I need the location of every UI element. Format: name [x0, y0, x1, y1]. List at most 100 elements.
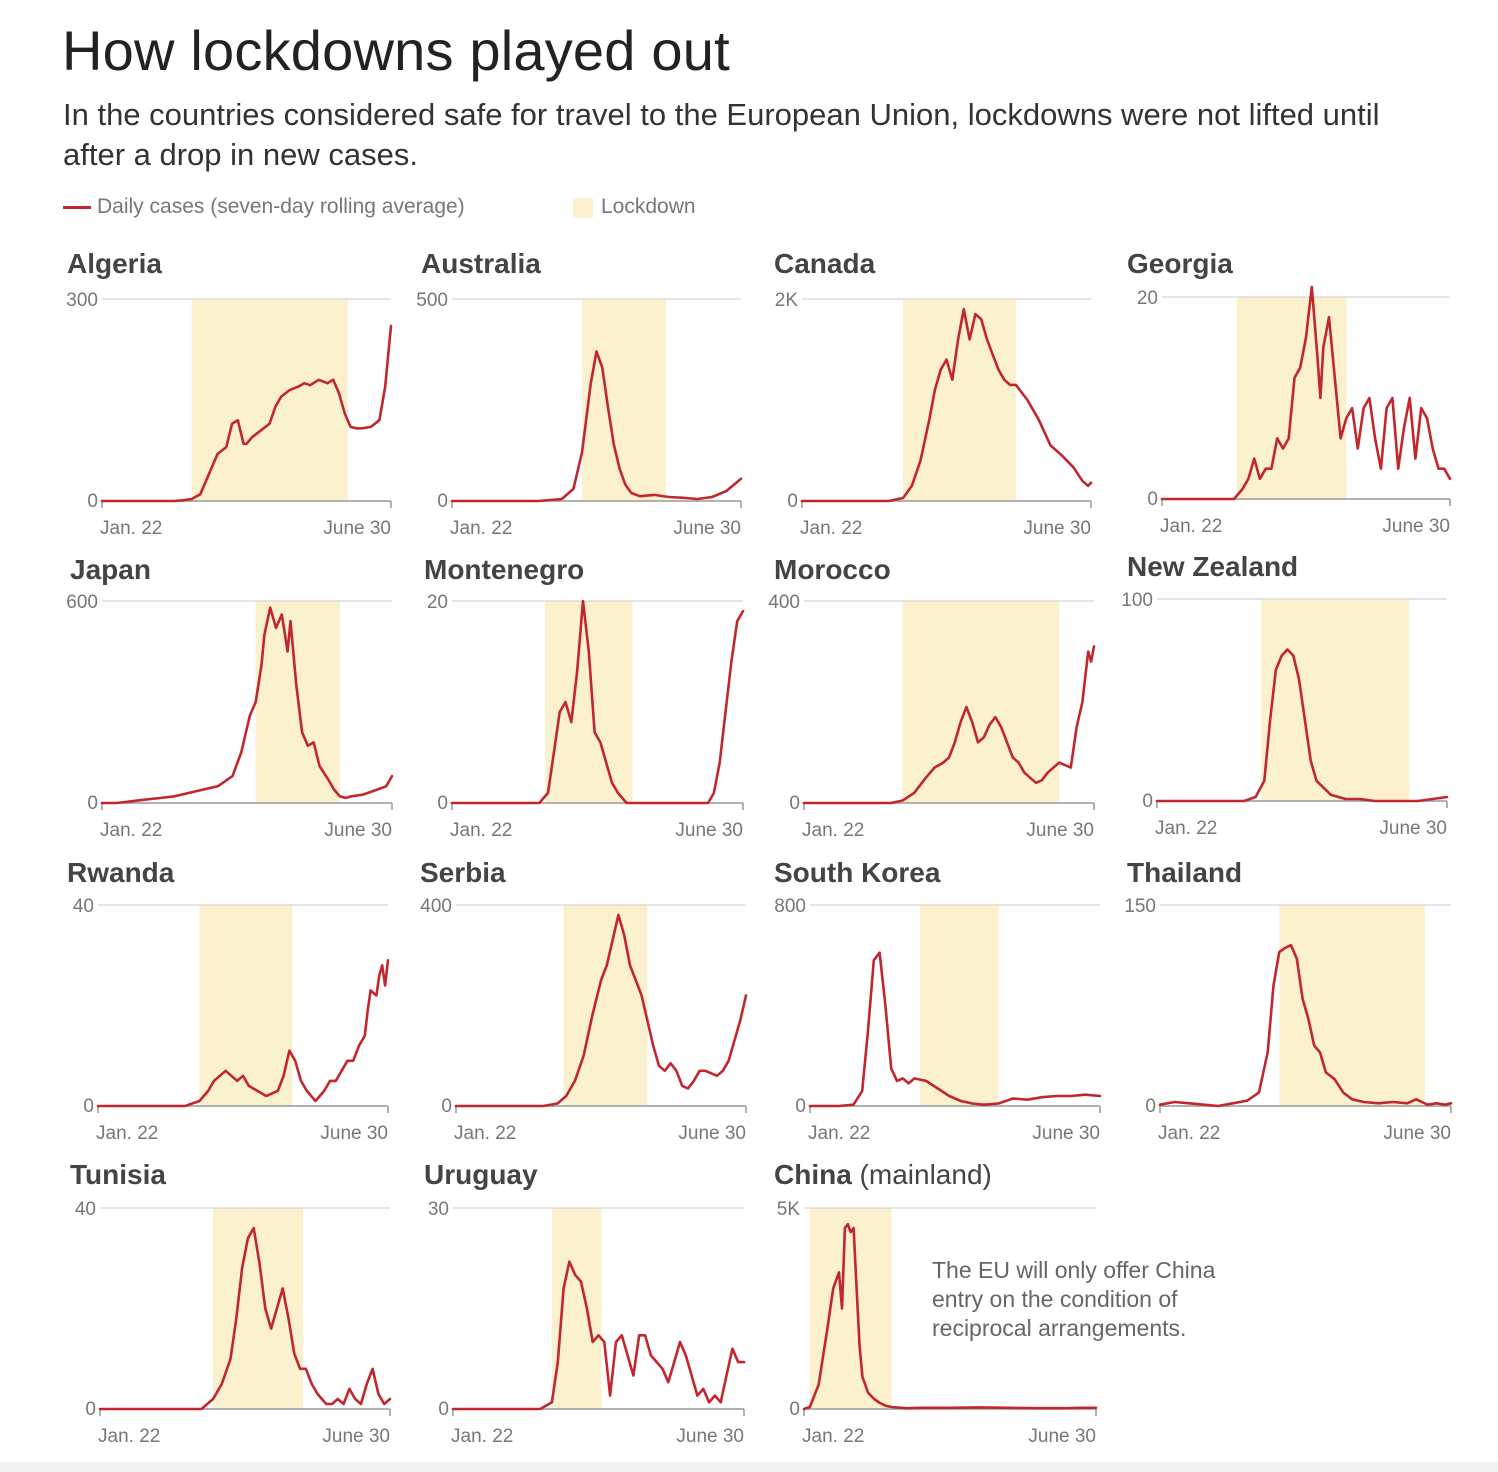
china-note: The EU will only offer China entry on th… [932, 1257, 1216, 1341]
y-tick-zero: 0 [1142, 791, 1153, 812]
chart-title-text: Algeria [67, 248, 162, 279]
lockdown-band [213, 1208, 303, 1409]
chart-title: Uruguay [424, 1159, 538, 1191]
x-tick-label-start: Jan. 22 [808, 1123, 870, 1144]
x-tick-label-end: June 30 [678, 1123, 746, 1144]
chart-title-text: Georgia [1127, 248, 1233, 279]
cases-line [800, 307, 1093, 503]
chart-title-text: New Zealand [1127, 551, 1299, 582]
chart-title-text: Serbia [420, 857, 506, 888]
x-tick-label-start: Jan. 22 [802, 820, 864, 841]
y-tick-max: 150 [1124, 896, 1156, 917]
cases-line [802, 645, 1096, 805]
x-tick-label-start: Jan. 22 [1158, 1123, 1220, 1144]
chart-title-text: Uruguay [424, 1159, 538, 1190]
x-tick-label-end: June 30 [320, 1123, 388, 1144]
x-tick-label-start: Jan. 22 [98, 1426, 160, 1447]
chart-title: Serbia [420, 857, 506, 889]
chart-title-suffix: (mainland) [851, 1159, 992, 1190]
chart-title-text: China [774, 1159, 852, 1190]
y-tick-max: 400 [768, 592, 800, 613]
x-tick-label-start: Jan. 22 [802, 1426, 864, 1447]
lockdown-band [551, 1208, 602, 1409]
chart-title: Australia [421, 248, 541, 280]
legend-lockdown-label: Lockdown [601, 195, 696, 218]
y-tick-max: 500 [416, 290, 448, 311]
chart-title: New Zealand [1127, 551, 1298, 583]
x-tick-label-start: Jan. 22 [100, 518, 162, 539]
x-tick-label-end: June 30 [1023, 518, 1091, 539]
x-tick-label-start: Jan. 22 [800, 518, 862, 539]
cases-line [100, 606, 394, 805]
y-tick-max: 400 [420, 896, 452, 917]
chart-title: Tunisia [70, 1159, 166, 1191]
chart-title-text: Montenegro [424, 554, 585, 585]
x-tick-label-end: June 30 [1026, 820, 1094, 841]
lockdown-band [1261, 599, 1410, 801]
x-tick-label-start: Jan. 22 [454, 1123, 516, 1144]
chart-title: Georgia [1127, 248, 1233, 280]
cases-line [450, 350, 743, 503]
cases-line [100, 324, 393, 503]
cases-line [1158, 943, 1453, 1108]
y-tick-max: 600 [66, 592, 98, 613]
y-tick-max: 30 [428, 1199, 449, 1220]
y-tick-zero: 0 [438, 1399, 449, 1420]
page-title: How lockdowns played out [62, 19, 730, 82]
chart-title-text: Australia [421, 248, 541, 279]
legend-lockdown-swatch [573, 198, 593, 218]
chart-title: Montenegro [424, 554, 584, 586]
chart-title-text: South Korea [774, 857, 941, 888]
cases-line [1160, 285, 1452, 501]
x-tick-label-end: June 30 [675, 820, 743, 841]
x-tick-label-start: Jan. 22 [1155, 818, 1217, 839]
y-tick-zero: 0 [87, 793, 98, 814]
chart-title-text: Morocco [774, 554, 891, 585]
x-tick-label-end: June 30 [1028, 1426, 1096, 1447]
y-tick-zero: 0 [795, 1096, 806, 1117]
chart-title: Thailand [1127, 857, 1242, 889]
bottom-divider [0, 1462, 1498, 1472]
chart-title: Japan [70, 554, 151, 586]
x-tick-label-end: June 30 [323, 518, 391, 539]
x-tick-label-end: June 30 [322, 1426, 390, 1447]
cases-line [808, 951, 1102, 1108]
chart-title: Morocco [774, 554, 891, 586]
y-tick-zero: 0 [1147, 489, 1158, 510]
y-tick-zero: 0 [87, 491, 98, 512]
chart-title-text: Rwanda [67, 857, 175, 888]
x-tick-label-start: Jan. 22 [451, 1426, 513, 1447]
x-tick-label-end: June 30 [1382, 516, 1450, 537]
cases-line [454, 913, 748, 1108]
y-tick-max: 20 [1137, 288, 1158, 309]
x-tick-label-end: June 30 [673, 518, 741, 539]
lockdown-band [1279, 905, 1425, 1106]
chart-title-text: Japan [70, 554, 151, 585]
chart-title: Rwanda [67, 857, 174, 889]
x-tick-label-start: Jan. 22 [450, 518, 512, 539]
x-tick-label-end: June 30 [1032, 1123, 1100, 1144]
y-tick-zero: 0 [441, 1096, 452, 1117]
y-tick-zero: 0 [789, 1399, 800, 1420]
x-tick-label-end: June 30 [324, 820, 392, 841]
y-tick-max: 5K [777, 1199, 801, 1220]
x-tick-label-end: June 30 [1383, 1123, 1451, 1144]
chart-title-text: Canada [774, 248, 876, 279]
y-tick-max: 40 [73, 896, 94, 917]
lockdown-band [809, 1208, 892, 1409]
chart-title: China (mainland) [774, 1159, 992, 1191]
lockdown-band [920, 905, 999, 1106]
y-tick-zero: 0 [85, 1399, 96, 1420]
